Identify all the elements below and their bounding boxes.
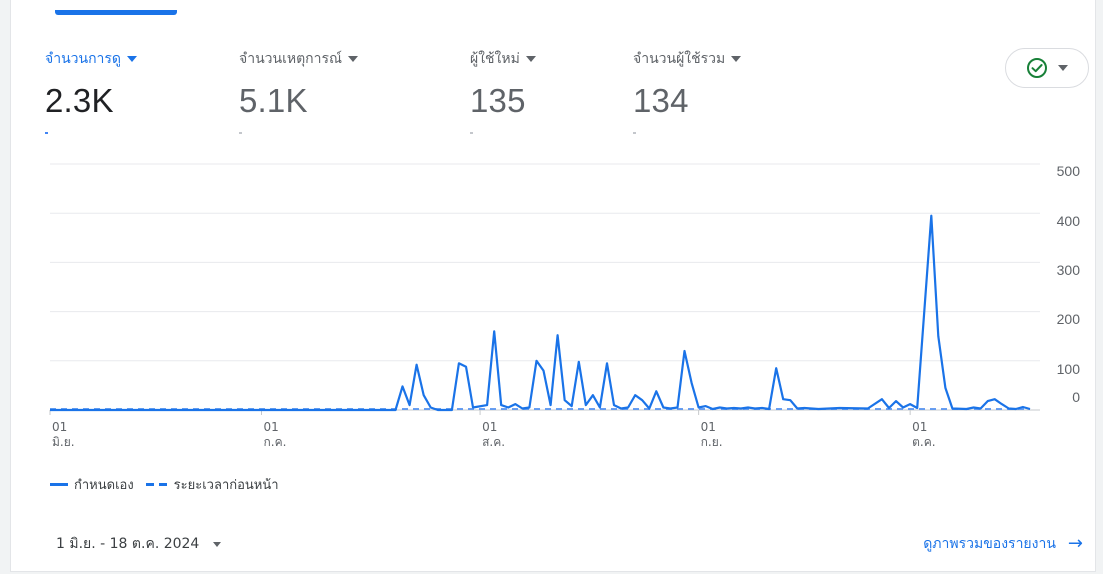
compare-menu-button[interactable] [1005, 48, 1089, 88]
metric-total-users-label-text: จำนวนผู้ใช้รวม [633, 51, 726, 67]
x-tick-label: ต.ค. [912, 435, 935, 449]
metric-total-users[interactable]: จำนวนผู้ใช้รวม 134 [633, 48, 742, 134]
metric-views-value: 2.3K [45, 82, 114, 119]
x-tick-label: 01 [52, 420, 67, 434]
metric-new-users[interactable]: ผู้ใช้ใหม่ 135 [470, 48, 536, 134]
x-tick-label: 01 [912, 420, 927, 434]
arrow-right-icon: → [1067, 533, 1083, 554]
metric-views-sparkline [45, 132, 48, 134]
custom-series-line [50, 214, 1031, 412]
metric-events-value: 5.1K [239, 82, 308, 119]
legend-dashed-swatch [145, 483, 168, 486]
x-tick-label: 01 [482, 420, 497, 434]
x-tick-label: ก.ค. [264, 435, 287, 449]
x-tick-label: 01 [264, 420, 279, 434]
view-report-overview-label: ดูภาพรวมของรายงาน [923, 536, 1056, 552]
check-circle-icon [1027, 58, 1047, 78]
metric-total-users-label[interactable]: จำนวนผู้ใช้รวม [633, 48, 742, 70]
caret-down-icon [525, 56, 536, 62]
caret-down-icon [1058, 65, 1068, 71]
legend-custom-label: กำหนดเอง [74, 478, 134, 493]
report-card: จำนวนการดู 2.3K จำนวนเหตุการณ์ 5.1K ผู้ใ… [10, 0, 1096, 572]
metric-views-label-text: จำนวนการดู [45, 51, 122, 67]
y-tick-label: 500 [1057, 163, 1081, 179]
chart-legend: กำหนดเอง ระยะเวลาก่อนหน้า [50, 474, 279, 495]
metric-views[interactable]: จำนวนการดู 2.3K [45, 48, 138, 134]
date-range-picker[interactable]: 1 มิ.ย. - 18 ต.ค. 2024 [56, 533, 222, 555]
metric-views-label[interactable]: จำนวนการดู [45, 48, 138, 70]
legend-previous-label: ระยะเวลาก่อนหน้า [173, 478, 279, 493]
metric-new-users-sparkline [470, 132, 473, 134]
metric-new-users-label[interactable]: ผู้ใช้ใหม่ [470, 48, 536, 70]
x-tick-label: 01 [701, 420, 716, 434]
metric-total-users-value: 134 [633, 82, 689, 119]
caret-down-icon [213, 541, 222, 547]
y-tick-label: 400 [1057, 213, 1081, 229]
metric-events-sparkline [239, 132, 242, 134]
caret-down-icon [348, 56, 359, 62]
x-tick-label: ก.ย. [701, 435, 723, 449]
legend-solid-swatch [50, 483, 68, 486]
caret-down-icon [127, 56, 138, 62]
y-tick-label: 0 [1072, 389, 1080, 405]
metric-total-users-sparkline [633, 132, 636, 134]
metric-events-label[interactable]: จำนวนเหตุการณ์ [239, 48, 359, 70]
y-tick-label: 200 [1057, 311, 1081, 327]
metric-new-users-value: 135 [470, 82, 526, 119]
metric-events-label-text: จำนวนเหตุการณ์ [239, 51, 343, 67]
caret-down-icon [731, 56, 742, 62]
y-tick-label: 100 [1057, 361, 1081, 377]
x-tick-label: ส.ค. [482, 435, 505, 449]
view-report-overview-link[interactable]: ดูภาพรวมของรายงาน → [923, 533, 1083, 555]
y-tick-label: 300 [1057, 262, 1081, 278]
x-tick-label: มิ.ย. [52, 435, 75, 449]
metric-events[interactable]: จำนวนเหตุการณ์ 5.1K [239, 48, 359, 134]
active-tab-indicator [55, 10, 177, 15]
date-range-label: 1 มิ.ย. - 18 ต.ค. 2024 [56, 536, 200, 552]
metric-new-users-label-text: ผู้ใช้ใหม่ [470, 51, 520, 67]
